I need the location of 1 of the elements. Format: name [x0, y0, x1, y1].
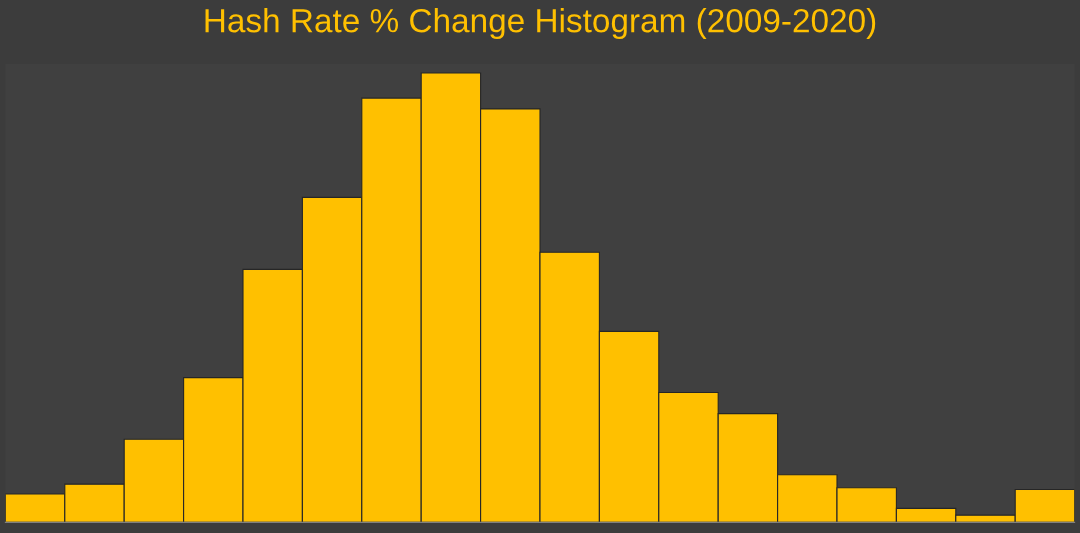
chart-title: Hash Rate % Change Histogram (2009-2020) [205, 7, 876, 40]
